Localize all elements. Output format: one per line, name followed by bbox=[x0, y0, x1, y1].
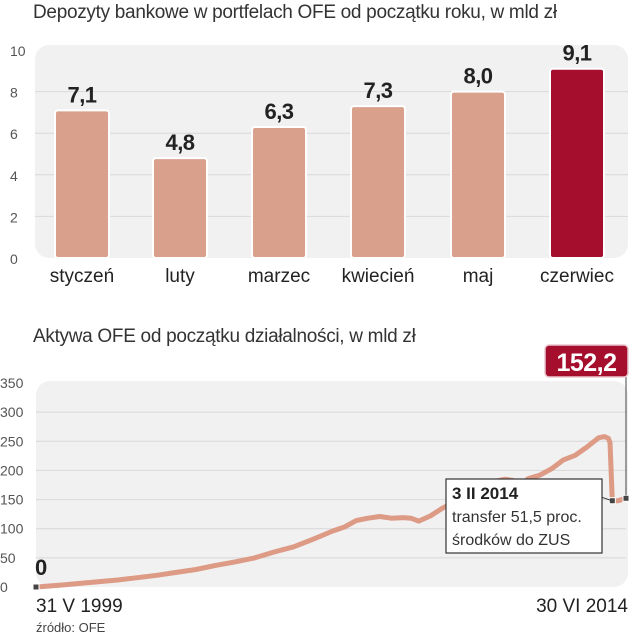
bar-y-tick-label: 8 bbox=[10, 85, 18, 101]
annotation-text-line1: transfer 51,5 proc. bbox=[452, 509, 582, 526]
bar-category-label: styczeń bbox=[50, 266, 114, 287]
bar bbox=[152, 157, 208, 259]
bar bbox=[450, 90, 506, 259]
line-chart-title: Aktywa OFE od początku działalności, w m… bbox=[33, 326, 416, 347]
line-y-tick-label: 0 bbox=[0, 579, 8, 595]
x-start-label: 31 V 1999 bbox=[36, 596, 123, 617]
end-value-label: 152,2 bbox=[556, 349, 616, 377]
x-end-label: 30 VI 2014 bbox=[536, 596, 628, 617]
bar-y-tick-label: 2 bbox=[10, 209, 18, 225]
line-y-tick-label: 50 bbox=[0, 550, 16, 566]
bar-value-label: 4,8 bbox=[165, 130, 194, 155]
bar-y-tick-label: 6 bbox=[10, 126, 18, 142]
start-point-marker bbox=[32, 583, 40, 591]
line-y-tick-label: 300 bbox=[0, 404, 24, 420]
annotation-box bbox=[445, 478, 603, 554]
line-y-tick-label: 100 bbox=[0, 521, 24, 537]
assets-series-line bbox=[33, 434, 629, 590]
end-value-badge bbox=[544, 344, 629, 378]
bar-value-label: 9,1 bbox=[562, 41, 591, 66]
bar-y-tick-label: 4 bbox=[10, 168, 18, 184]
bar-category-label: luty bbox=[165, 266, 195, 287]
bar bbox=[350, 105, 406, 259]
start-value-label: 0 bbox=[35, 555, 47, 580]
line-y-tick-label: 250 bbox=[0, 433, 24, 449]
bar bbox=[549, 67, 605, 259]
annotation-date: 3 II 2014 bbox=[452, 484, 519, 503]
line-y-tick-label: 200 bbox=[0, 462, 24, 478]
bar-y-tick-label: 0 bbox=[10, 251, 18, 267]
source-note: źródło: OFE bbox=[36, 620, 106, 635]
bar-category-label: kwiecień bbox=[342, 266, 415, 287]
line-y-tick-label: 150 bbox=[0, 492, 24, 508]
end-point-marker bbox=[622, 494, 630, 502]
bar-value-label: 7,1 bbox=[67, 82, 96, 107]
line-y-tick-label: 350 bbox=[0, 375, 24, 391]
bar-value-label: 7,3 bbox=[363, 78, 392, 103]
bar-y-tick-label: 10 bbox=[10, 43, 26, 59]
bar-category-label: czerwiec bbox=[540, 266, 614, 287]
bar bbox=[251, 125, 307, 259]
bar-value-label: 8,0 bbox=[463, 64, 492, 89]
bar-category-label: marzec bbox=[248, 266, 310, 287]
annotation-leader-line bbox=[600, 496, 613, 502]
annotation-text-line2: środków do ZUS bbox=[452, 532, 570, 549]
bar bbox=[54, 109, 110, 259]
bar-plot-area bbox=[35, 45, 628, 258]
bar-category-label: maj bbox=[463, 266, 494, 287]
bar-value-label: 6,3 bbox=[264, 99, 293, 124]
bar-chart-title: Depozyty bankowe w portfelach OFE od poc… bbox=[33, 2, 557, 23]
